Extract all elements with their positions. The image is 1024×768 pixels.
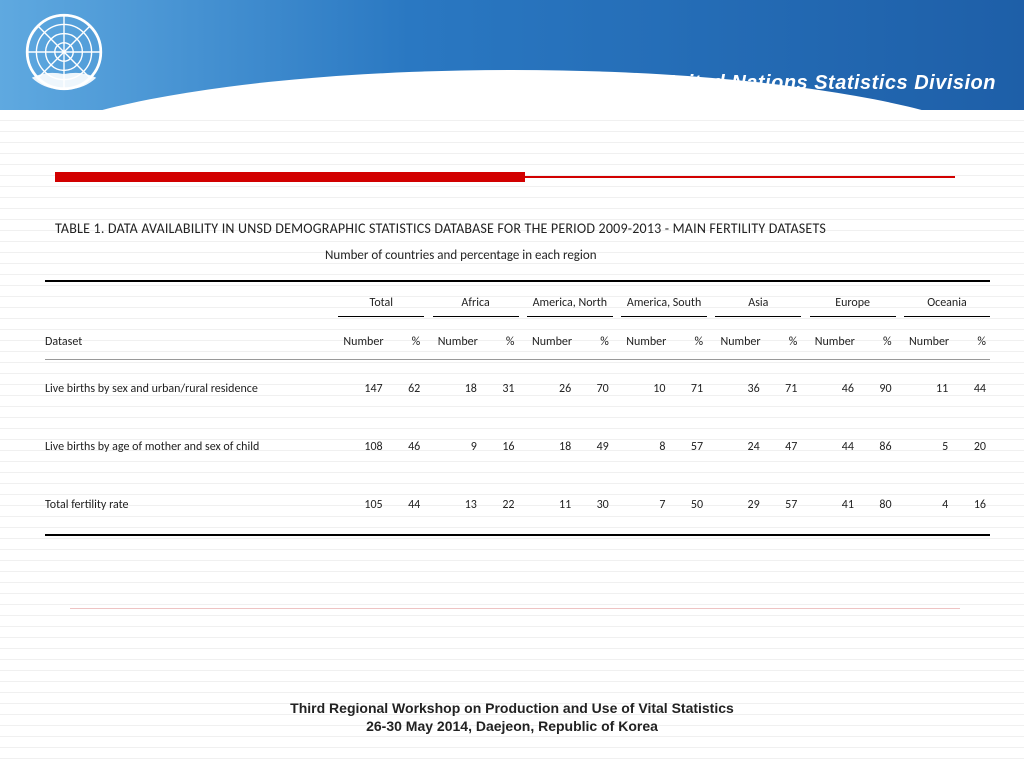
- cell-percent: 30: [577, 476, 613, 535]
- cell-number: 41: [810, 476, 860, 535]
- table-title: TABLE 1. DATA AVAILABILITY IN UNSD DEMOG…: [55, 220, 826, 237]
- cell-percent: 46: [389, 418, 425, 476]
- table-bottom-rule: [45, 535, 990, 536]
- cell-number: 18: [433, 360, 483, 419]
- table-row: Live births by age of mother and sex of …: [45, 418, 990, 476]
- cell-percent: 62: [389, 360, 425, 419]
- cell-number: 24: [715, 418, 765, 476]
- subheader-percent: %: [860, 317, 896, 360]
- cell-number: 4: [904, 476, 954, 535]
- cell-percent: 16: [483, 418, 519, 476]
- subheader-number: Number: [527, 317, 577, 360]
- cell-number: 7: [621, 476, 671, 535]
- cell-number: 13: [433, 476, 483, 535]
- cell-number: 147: [338, 360, 388, 419]
- title-divider-thick: [55, 172, 525, 182]
- footer-divider-line: [70, 608, 960, 609]
- slide-page: United Nations Statistics Division TABLE…: [0, 0, 1024, 768]
- region-header: Total: [338, 281, 424, 317]
- slide-footer: Third Regional Workshop on Production an…: [0, 700, 1024, 734]
- cell-percent: 47: [766, 418, 802, 476]
- subheader-percent: %: [577, 317, 613, 360]
- cell-percent: 90: [860, 360, 896, 419]
- table-subheader-row: Dataset Number % Number % Number % Numbe…: [45, 317, 990, 360]
- cell-number: 18: [527, 418, 577, 476]
- row-label: Live births by sex and urban/rural resid…: [45, 360, 338, 419]
- subheader-percent: %: [483, 317, 519, 360]
- cell-number: 46: [810, 360, 860, 419]
- subheader-number: Number: [810, 317, 860, 360]
- row-header-label: Dataset: [45, 317, 338, 360]
- cell-number: 105: [338, 476, 388, 535]
- table-subtitle: Number of countries and percentage in ea…: [325, 248, 597, 263]
- subheader-percent: %: [954, 317, 990, 360]
- region-header: America, South: [621, 281, 707, 317]
- cell-percent: 80: [860, 476, 896, 535]
- cell-number: 5: [904, 418, 954, 476]
- region-header: Oceania: [904, 281, 990, 317]
- cell-number: 8: [621, 418, 671, 476]
- table-region-row: Total Africa America, North America, Sou…: [45, 281, 990, 317]
- subheader-number: Number: [904, 317, 954, 360]
- cell-number: 36: [715, 360, 765, 419]
- region-header: Asia: [715, 281, 801, 317]
- table-row: Live births by sex and urban/rural resid…: [45, 360, 990, 419]
- cell-number: 9: [433, 418, 483, 476]
- data-table: Total Africa America, North America, Sou…: [45, 280, 990, 536]
- cell-percent: 71: [766, 360, 802, 419]
- cell-percent: 20: [954, 418, 990, 476]
- cell-percent: 71: [671, 360, 707, 419]
- row-label: Live births by age of mother and sex of …: [45, 418, 338, 476]
- un-logo-icon: [18, 6, 110, 98]
- table-row: Total fertility rate 105 44 13 22 11 30 …: [45, 476, 990, 535]
- org-title: United Nations Statistics Division: [660, 72, 996, 95]
- footer-line-1: Third Regional Workshop on Production an…: [0, 700, 1024, 716]
- subheader-number: Number: [715, 317, 765, 360]
- subheader-number: Number: [338, 317, 388, 360]
- cell-percent: 86: [860, 418, 896, 476]
- subheader-percent: %: [766, 317, 802, 360]
- cell-percent: 16: [954, 476, 990, 535]
- title-divider-thin: [525, 176, 955, 178]
- footer-line-2: 26-30 May 2014, Daejeon, Republic of Kor…: [0, 718, 1024, 734]
- cell-percent: 49: [577, 418, 613, 476]
- cell-number: 11: [527, 476, 577, 535]
- title-divider: [55, 172, 955, 182]
- cell-percent: 57: [671, 418, 707, 476]
- region-header: Europe: [810, 281, 896, 317]
- cell-percent: 22: [483, 476, 519, 535]
- cell-percent: 44: [954, 360, 990, 419]
- cell-percent: 57: [766, 476, 802, 535]
- subheader-percent: %: [671, 317, 707, 360]
- cell-number: 44: [810, 418, 860, 476]
- cell-percent: 50: [671, 476, 707, 535]
- cell-percent: 70: [577, 360, 613, 419]
- cell-number: 10: [621, 360, 671, 419]
- region-header: Africa: [433, 281, 519, 317]
- region-header: America, North: [527, 281, 613, 317]
- cell-number: 29: [715, 476, 765, 535]
- subheader-percent: %: [389, 317, 425, 360]
- cell-number: 108: [338, 418, 388, 476]
- cell-percent: 44: [389, 476, 425, 535]
- header-banner: United Nations Statistics Division: [0, 0, 1024, 110]
- subheader-number: Number: [621, 317, 671, 360]
- cell-percent: 31: [483, 360, 519, 419]
- row-label: Total fertility rate: [45, 476, 338, 535]
- subheader-number: Number: [433, 317, 483, 360]
- cell-number: 11: [904, 360, 954, 419]
- cell-number: 26: [527, 360, 577, 419]
